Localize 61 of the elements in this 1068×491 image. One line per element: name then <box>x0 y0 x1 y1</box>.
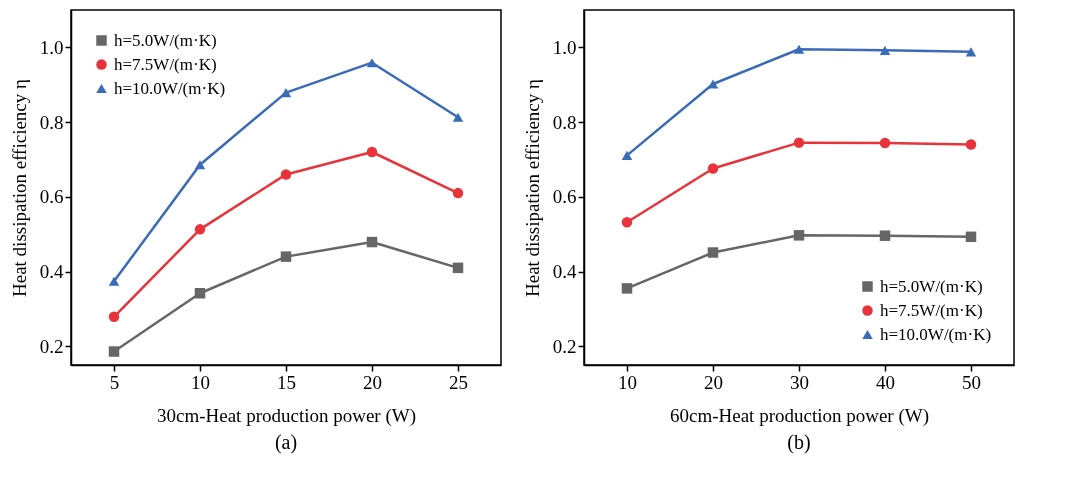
point <box>793 137 805 148</box>
point <box>194 160 206 170</box>
x-tick-label: 50 <box>962 371 981 393</box>
x-tick-label: 40 <box>876 371 895 393</box>
legend-label: h=5.0W/(m·K) <box>114 30 217 50</box>
point <box>452 187 464 199</box>
legend-label: h=7.5W/(m·K) <box>114 54 217 74</box>
point <box>108 276 120 286</box>
y-tick-label: 0.6 <box>39 186 64 208</box>
x-tick-label: 30 <box>790 371 809 393</box>
y-axis-title: Heat dissipation efficiency η <box>521 79 543 297</box>
y-tick-label: 1.0 <box>552 36 577 58</box>
x-tick-label: 10 <box>618 371 637 393</box>
point <box>965 139 977 150</box>
x-tick-label: 20 <box>704 371 723 393</box>
point <box>879 137 891 149</box>
legend-label: h=5.0W/(m·K) <box>880 276 983 296</box>
x-tick-label: 10 <box>191 371 210 393</box>
x-tick-label: 25 <box>449 371 468 393</box>
y-tick-label: 0.6 <box>552 186 577 208</box>
point <box>793 230 805 241</box>
y-axis-title: Heat dissipation efficiency η <box>8 79 30 297</box>
legend-label: h=10.0W/(m·K) <box>114 78 226 98</box>
point <box>366 58 378 68</box>
legend-label: h=7.5W/(m·K) <box>880 300 983 320</box>
y-tick-label: 1.0 <box>39 36 64 58</box>
point <box>280 169 292 180</box>
point <box>621 217 633 228</box>
text: (b) <box>787 431 811 454</box>
point <box>194 288 206 299</box>
point <box>965 231 977 243</box>
point <box>621 283 633 294</box>
point <box>879 230 891 241</box>
x-axis-title: 30cm-Heat production power (W) <box>156 404 417 427</box>
y-tick-label: 0.2 <box>39 335 64 357</box>
y-tick-label: 0.4 <box>39 261 64 283</box>
point <box>366 236 378 248</box>
point <box>879 45 891 55</box>
y-tick-label: 0.8 <box>39 111 64 133</box>
point <box>793 44 805 54</box>
y-tick-label: 0.2 <box>552 335 577 357</box>
point <box>108 346 120 357</box>
x-tick-label: 5 <box>109 371 120 393</box>
point <box>965 47 977 57</box>
text: (a) <box>274 431 298 454</box>
point <box>621 150 633 160</box>
x-axis-title: 60cm-Heat production power (W) <box>669 404 930 427</box>
point <box>280 251 292 262</box>
point <box>707 247 719 258</box>
x-tick-label: 15 <box>277 371 296 393</box>
point <box>452 262 464 274</box>
y-tick-label: 0.4 <box>552 261 577 283</box>
point <box>108 311 120 323</box>
point <box>280 88 292 98</box>
point <box>194 224 206 235</box>
x-tick-label: 20 <box>363 371 382 393</box>
legend-label: h=10.0W/(m·K) <box>880 324 992 344</box>
y-tick-label: 0.8 <box>552 111 577 133</box>
point <box>452 112 464 122</box>
point <box>707 163 719 174</box>
point <box>366 146 378 158</box>
